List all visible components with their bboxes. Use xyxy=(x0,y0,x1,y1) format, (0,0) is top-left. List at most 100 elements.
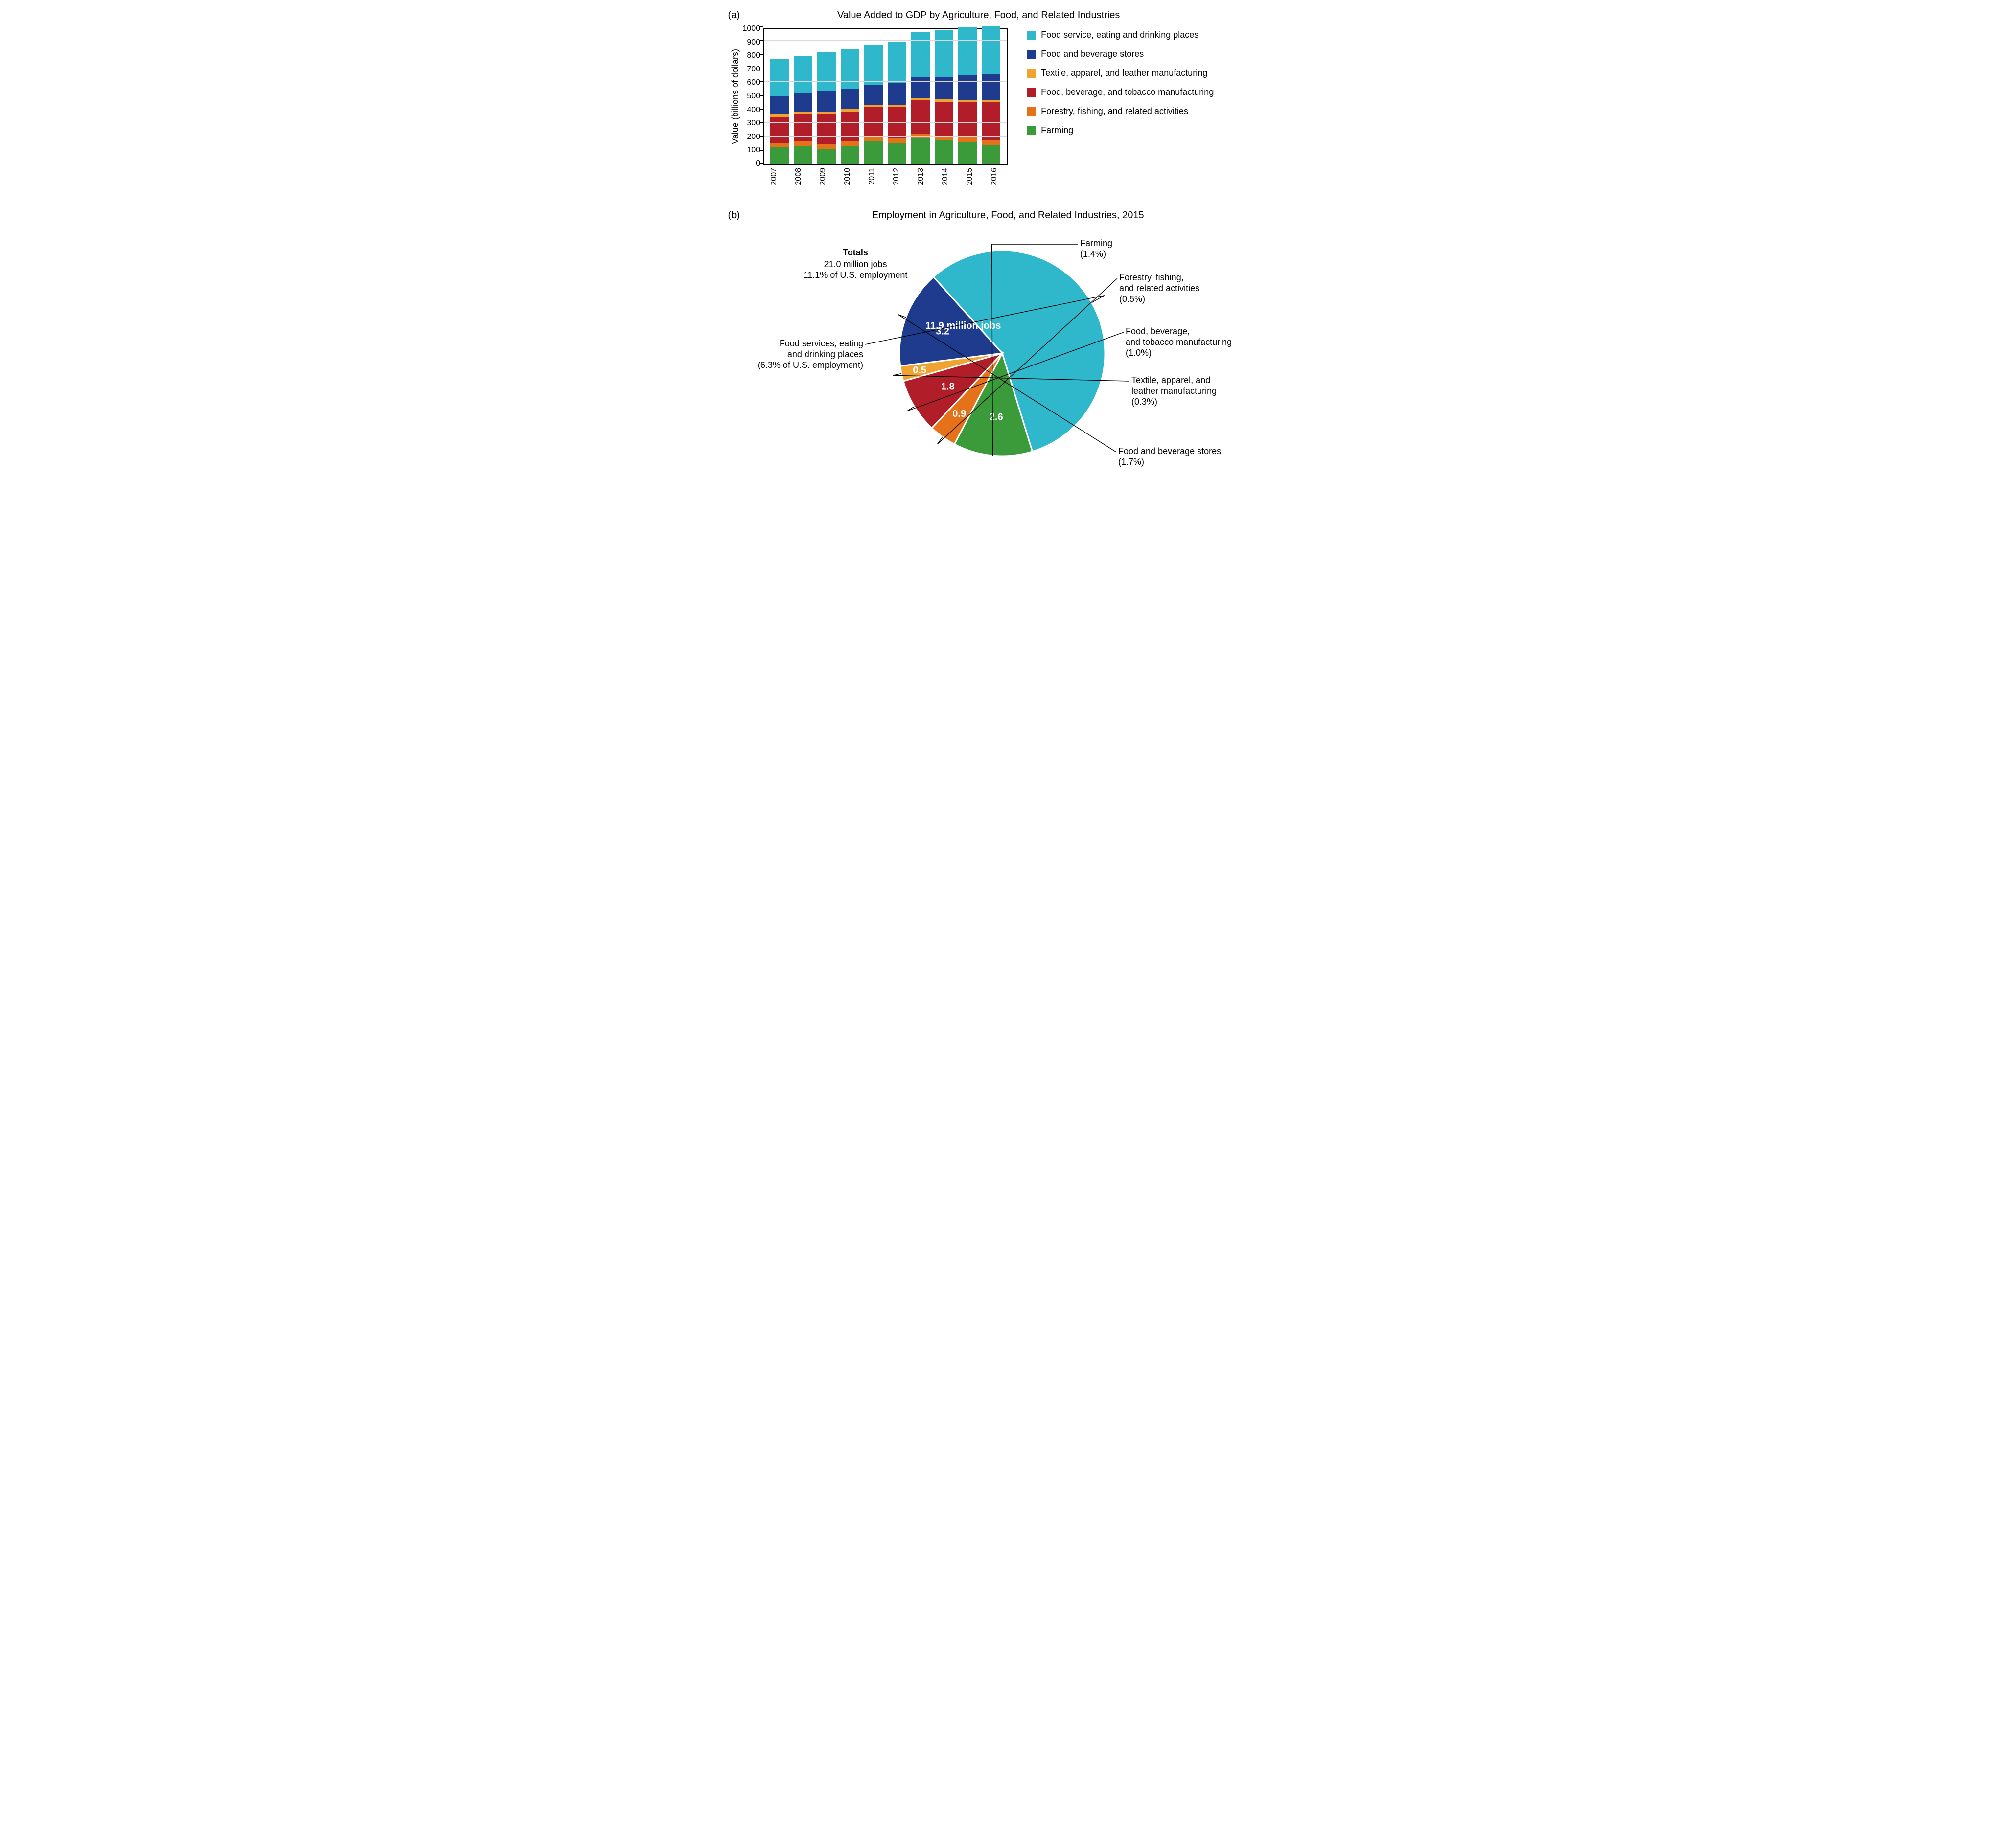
legend-swatch xyxy=(1027,88,1036,97)
bar-segment-forestry xyxy=(935,136,953,141)
bar-segment-food_service xyxy=(794,56,812,93)
bar-ylabel-col: Value (billions of dollars) xyxy=(728,28,743,165)
pie-value-forestry: 0.9 xyxy=(952,409,966,419)
pie-label-food_bev_tob_mfg: (1.0%) xyxy=(1126,348,1152,358)
bar-ytick-mark xyxy=(760,40,763,41)
bar-segment-food_service xyxy=(888,42,906,83)
bar-ytick-mark xyxy=(760,81,763,82)
bar-xtick: 2009 xyxy=(819,168,837,185)
legend-label: Food service, eating and drinking places xyxy=(1041,30,1198,40)
bar-ytick-mark xyxy=(760,109,763,110)
bar-segment-food_service xyxy=(982,26,1000,74)
legend-swatch xyxy=(1027,31,1036,40)
legend-item-forestry: Forestry, fishing, and related activitie… xyxy=(1027,106,1214,116)
bar-chart-title: Value Added to GDP by Agriculture, Food,… xyxy=(740,10,1276,21)
bar-segment-forestry xyxy=(864,137,883,141)
bar-segment-food_bev_stores xyxy=(982,74,1000,100)
bar-xticks: 2007200820092010201120122013201420152016 xyxy=(763,168,1015,185)
bar-ytick: 1000 xyxy=(743,24,760,33)
bar-segment-forestry xyxy=(888,138,906,143)
bar-gridline xyxy=(764,40,1007,41)
bar-xtick: 2011 xyxy=(868,168,886,185)
bar-ytick: 200 xyxy=(747,133,760,141)
pie-label-forestry: and related activities xyxy=(1119,283,1199,293)
bar-xtick: 2012 xyxy=(892,168,911,185)
pie-totals-heading: Totals xyxy=(843,248,868,257)
legend-swatch xyxy=(1027,69,1036,78)
pie-label-textile: leather manufacturing xyxy=(1131,386,1217,396)
legend-item-textile: Textile, apparel, and leather manufactur… xyxy=(1027,68,1214,78)
legend-swatch xyxy=(1027,50,1036,59)
legend-label: Farming xyxy=(1041,125,1073,136)
bar-ytick: 800 xyxy=(747,51,760,60)
bar-segment-farming xyxy=(794,146,812,164)
bar-segment-food_bev_tob_mfg xyxy=(817,114,836,144)
bar-segment-food_bev_stores xyxy=(958,75,977,100)
bar-stack xyxy=(958,27,977,164)
bar-xtick: 2016 xyxy=(990,168,1009,185)
bar-ytick: 900 xyxy=(747,38,760,47)
bar-stack xyxy=(911,32,930,164)
panel-b-header: (b) Employment in Agriculture, Food, and… xyxy=(728,210,1276,221)
bar-stack xyxy=(864,45,883,164)
bar-stack xyxy=(841,49,859,164)
bar-segment-farming xyxy=(864,141,883,164)
pie-totals-line1: 21.0 million jobs xyxy=(824,259,887,269)
bar-segment-farming xyxy=(841,146,859,164)
bar-segment-food_bev_tob_mfg xyxy=(911,100,930,134)
bar-gridline xyxy=(764,81,1007,82)
bar-segment-forestry xyxy=(841,141,859,146)
pie-label-food_bev_tob_mfg: and tobacco manufacturing xyxy=(1126,337,1232,347)
bar-ytick: 300 xyxy=(747,119,760,128)
panel-b-label: (b) xyxy=(728,210,740,221)
bar-gridline xyxy=(764,136,1007,137)
bar-segment-forestry xyxy=(982,140,1000,145)
bar-segment-food_bev_stores xyxy=(888,83,906,104)
bar-xtick: 2014 xyxy=(941,168,960,185)
bar-segment-farming xyxy=(982,145,1000,164)
bar-segment-food_service xyxy=(841,49,859,89)
bar-ytick: 700 xyxy=(747,65,760,74)
bar-segment-food_bev_tob_mfg xyxy=(935,102,953,136)
legend-item-food_bev_tob_mfg: Food, beverage, and tobacco manufacturin… xyxy=(1027,87,1214,97)
bar-segment-forestry xyxy=(817,144,836,149)
bar-ytick: 600 xyxy=(747,78,760,87)
bar-xtick: 2007 xyxy=(770,168,788,185)
pie-label-food_service: and drinking places xyxy=(787,349,863,359)
bar-yticks: 10009008007006005004003002001000 xyxy=(743,24,763,168)
bar-ytick: 400 xyxy=(747,106,760,114)
bar-stack xyxy=(935,30,953,164)
bar-segment-farming xyxy=(911,138,930,164)
bar-ytick-mark xyxy=(760,136,763,137)
bar-ytick-mark xyxy=(760,54,763,55)
bar-plot-box: 2007200820092010201120122013201420152016 xyxy=(763,28,1015,185)
legend-label: Food and beverage stores xyxy=(1041,49,1144,59)
bar-segment-food_bev_stores xyxy=(770,96,789,114)
pie-label-food_service: (6.3% of U.S. employment) xyxy=(757,360,863,370)
panel-a-label: (a) xyxy=(728,10,740,21)
bar-xtick: 2008 xyxy=(794,168,813,185)
legend-item-food_bev_stores: Food and beverage stores xyxy=(1027,49,1214,59)
bar-segment-forestry xyxy=(958,137,977,142)
pie-label-food_bev_tob_mfg: Food, beverage, xyxy=(1126,326,1190,336)
bar-segment-food_bev_tob_mfg xyxy=(864,107,883,137)
pie-value-textile: 0.5 xyxy=(913,365,926,376)
bar-ytick-mark xyxy=(760,95,763,96)
bar-ytick: 100 xyxy=(747,146,760,155)
bar-segment-forestry xyxy=(794,141,812,146)
bar-segment-food_bev_tob_mfg xyxy=(958,102,977,137)
bar-segment-farming xyxy=(888,143,906,164)
bar-stack xyxy=(770,59,789,164)
pie-label-farming: (1.4%) xyxy=(1080,249,1106,259)
legend-item-food_service: Food service, eating and drinking places xyxy=(1027,30,1214,40)
bar-plot-area xyxy=(763,28,1008,165)
legend-label: Forestry, fishing, and related activitie… xyxy=(1041,106,1188,116)
bar-segment-food_service xyxy=(864,45,883,85)
bar-segment-food_service xyxy=(770,59,789,96)
legend-swatch xyxy=(1027,107,1036,116)
bar-ytick-mark xyxy=(760,122,763,123)
pie-label-farming: Farming xyxy=(1080,238,1112,248)
pie-totals-line2: 11.1% of U.S. employment xyxy=(803,270,907,280)
bar-ylabel: Value (billions of dollars) xyxy=(730,49,740,144)
legend-swatch xyxy=(1027,126,1036,135)
